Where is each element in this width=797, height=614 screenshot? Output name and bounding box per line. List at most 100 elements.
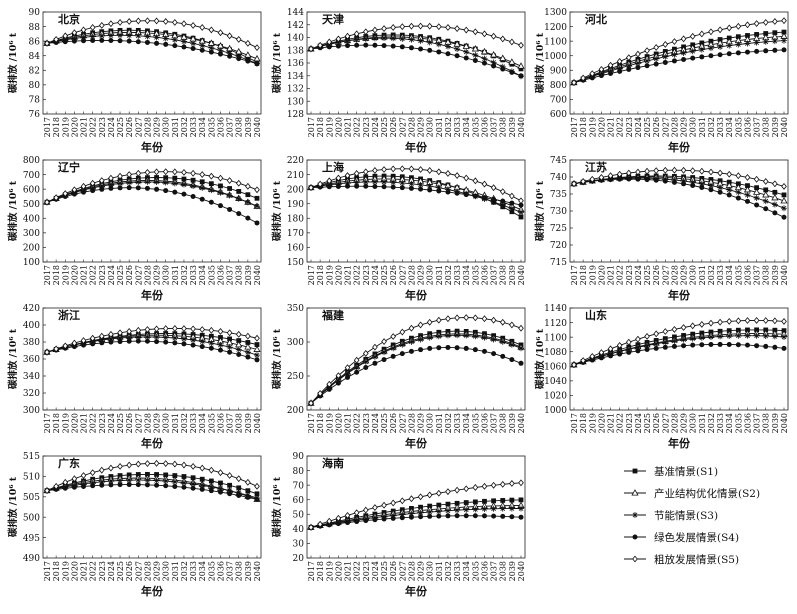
data-point [135, 334, 142, 341]
x-tick-label: 2024 [107, 561, 116, 581]
data-point [508, 341, 515, 348]
data-point [98, 478, 105, 485]
data-point [626, 66, 632, 72]
x-tick-label: 2022 [616, 413, 625, 433]
data-point [763, 206, 769, 212]
data-point [245, 39, 251, 47]
series-S2 [307, 329, 525, 406]
data-point [772, 47, 778, 53]
data-point [236, 352, 242, 358]
data-point [625, 346, 632, 353]
chart-panel-4: 150 160 170 180 190 200 210 220 2017 2018 2019 2020… [271, 156, 526, 302]
data-point [653, 177, 659, 183]
data-point [162, 179, 169, 186]
data-point [744, 40, 751, 47]
data-point [254, 44, 260, 52]
x-tick-label: 2031 [698, 265, 707, 285]
data-point [162, 325, 169, 332]
x-tick-label: 2022 [353, 117, 362, 137]
x-tick-label: 2023 [362, 413, 371, 433]
data-point [108, 37, 114, 43]
data-point [171, 180, 178, 187]
data-point [762, 317, 769, 324]
data-point [644, 47, 650, 55]
data-point [236, 189, 242, 194]
x-tick-label: 2023 [98, 117, 107, 137]
data-point [108, 482, 114, 488]
data-point [399, 23, 406, 31]
x-tick-label: 2025 [643, 413, 652, 433]
data-point [180, 335, 187, 342]
x-tick-label: 2036 [480, 117, 489, 137]
data-point [344, 32, 351, 40]
data-point [635, 176, 641, 182]
x-tick-label: 2031 [698, 413, 707, 433]
x-tick-label: 2034 [725, 413, 734, 433]
x-axis-label: 年份 [668, 140, 691, 154]
x-tick-label: 2019 [61, 265, 70, 285]
data-point [218, 183, 223, 189]
x-tick-label: 2021 [344, 561, 353, 581]
data-point [518, 479, 524, 487]
data-point [500, 66, 506, 72]
series-line [573, 335, 785, 366]
y-axis-label: 碳排放 /10⁶ t [271, 328, 283, 389]
chart-panel-2: 600 700 800 900 1000 1100 1200 1300 2017 2018 2019… [534, 8, 789, 154]
x-axis-label: 年份 [405, 584, 428, 598]
data-point [117, 482, 123, 488]
x-tick-label: 2038 [235, 265, 244, 285]
x-axis-label: 年份 [405, 140, 428, 154]
data-point [745, 183, 750, 189]
chart-title: 广东 [58, 456, 80, 470]
data-point [781, 333, 787, 340]
x-tick-label: 2020 [334, 265, 343, 285]
data-point [44, 348, 50, 356]
data-point [509, 200, 515, 206]
data-point [435, 333, 442, 340]
legend: 基准情景(S1) 产业结构优化情景(S2) 节能情景(S3) 绿色发展情景(S4) 粗放… [624, 465, 760, 566]
chart-panel-3: 100 200 300 400 500 600 700 800 2017 2018 2019 2020… [7, 156, 262, 302]
x-tick-label: 2038 [762, 413, 771, 433]
data-point [117, 339, 123, 345]
x-tick-label: 2026 [389, 561, 398, 581]
data-point [500, 498, 506, 503]
data-point [454, 486, 460, 494]
x-tick-label: 2031 [171, 561, 180, 581]
data-point [744, 21, 751, 29]
data-point [98, 337, 105, 344]
x-tick-label: 2028 [407, 117, 416, 137]
data-point [490, 59, 497, 66]
y-tick-label: 190 [287, 200, 304, 210]
data-point [62, 342, 69, 350]
series-line [310, 334, 522, 404]
data-point [217, 341, 224, 348]
y-tick-label: 510 [23, 473, 40, 483]
data-point [335, 377, 342, 384]
data-point [172, 483, 178, 489]
x-tick-label: 2040 [517, 561, 526, 581]
data-point [518, 73, 524, 79]
data-point [190, 194, 196, 200]
data-point [735, 342, 741, 348]
data-point [481, 315, 488, 323]
data-point [644, 57, 651, 64]
y-tick-label: 1100 [544, 37, 567, 47]
chart-title: 天津 [322, 12, 344, 26]
series-S5 [571, 316, 787, 369]
y-tick-label: 1020 [544, 392, 567, 402]
x-tick-label: 2032 [707, 413, 716, 433]
x-tick-label: 2034 [725, 265, 734, 285]
data-point [607, 61, 614, 69]
data-point [717, 333, 724, 340]
x-tick-label: 2026 [389, 117, 398, 137]
data-point [245, 340, 251, 345]
data-point [616, 65, 623, 72]
x-tick-label: 2033 [189, 265, 198, 285]
x-tick-label: 2040 [253, 561, 262, 581]
data-point [208, 26, 215, 34]
x-tick-label: 2018 [579, 117, 588, 137]
data-point [762, 38, 769, 45]
x-tick-label: 2035 [734, 265, 743, 285]
data-point [444, 43, 451, 50]
